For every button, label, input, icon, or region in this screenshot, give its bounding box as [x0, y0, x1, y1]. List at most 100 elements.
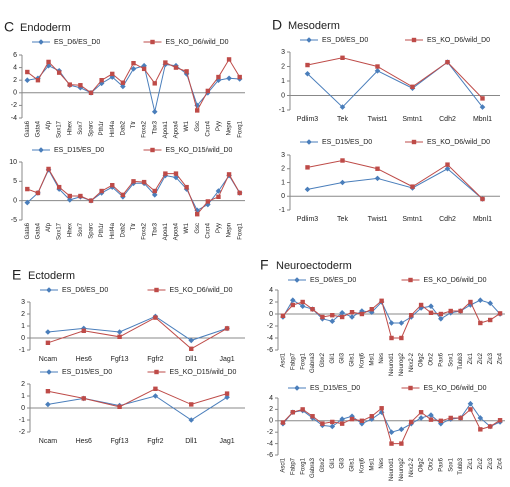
marker — [194, 207, 201, 214]
marker — [67, 82, 72, 87]
marker — [153, 386, 158, 391]
y-tick-label: -2 — [267, 429, 273, 436]
marker — [131, 60, 136, 66]
panel-label: C — [4, 19, 14, 35]
marker — [438, 418, 444, 423]
marker — [487, 317, 493, 323]
marker — [35, 190, 41, 196]
x-tick-label: Wt1 — [184, 120, 190, 131]
x-tick-label: Dab2 — [120, 120, 126, 135]
x-tick-label: Apoa4 — [174, 222, 180, 240]
marker — [497, 311, 503, 316]
x-tick-label: Apoa1 — [163, 120, 169, 138]
marker — [46, 369, 52, 375]
marker — [25, 186, 30, 192]
x-tick-label: Sparc — [89, 121, 95, 137]
y-tick-label: 1 — [281, 179, 285, 186]
x-tick-label: Pth1r — [99, 223, 105, 237]
marker — [389, 335, 394, 341]
marker — [154, 369, 159, 375]
marker — [340, 158, 345, 163]
marker — [81, 328, 86, 333]
marker — [379, 406, 384, 411]
marker — [205, 201, 211, 208]
x-tick-label: Gata6 — [25, 222, 31, 239]
marker — [280, 420, 286, 425]
marker — [130, 66, 137, 72]
marker — [215, 77, 222, 83]
marker — [120, 192, 126, 198]
series-line — [47, 315, 228, 341]
marker — [477, 415, 484, 421]
x-tick-label: Hes6 — [76, 356, 92, 363]
marker — [216, 74, 221, 80]
marker — [195, 212, 200, 217]
y-tick-label: 4 — [269, 395, 273, 402]
legend-label: ES_D15/ES_D0 — [54, 147, 104, 154]
marker — [280, 313, 286, 318]
y-tick-label: 2 — [269, 406, 273, 413]
marker — [66, 197, 73, 203]
marker — [487, 300, 493, 306]
panel-title: Neuroectoderm — [276, 260, 352, 272]
marker — [329, 423, 336, 430]
x-tick-label: Cdh2 — [439, 116, 456, 123]
y-tick-label: 3 — [281, 152, 285, 159]
marker — [467, 400, 474, 407]
marker — [410, 84, 415, 89]
x-tick-label: Gli1 — [330, 352, 336, 363]
x-tick-label: Hnf4a — [110, 222, 116, 239]
marker — [445, 59, 450, 65]
marker — [117, 334, 122, 339]
y-tick-label: -5 — [11, 217, 17, 224]
marker — [216, 194, 221, 199]
x-tick-label: Foxa2 — [142, 222, 148, 239]
marker — [294, 277, 300, 283]
y-tick-label: 1 — [281, 78, 285, 85]
marker — [45, 389, 51, 394]
x-tick-label: Wt1 — [184, 222, 190, 233]
x-tick-label: Pyy — [216, 223, 222, 233]
marker — [290, 410, 296, 415]
series-line — [307, 57, 483, 99]
x-tick-label: Glis1 — [350, 352, 356, 366]
marker — [411, 139, 417, 145]
y-tick-label: 6 — [13, 52, 17, 59]
panel-label: E — [12, 267, 21, 283]
marker — [290, 297, 296, 303]
marker — [38, 39, 44, 45]
x-tick-label: Olig2 — [419, 352, 425, 367]
x-tick-label: Zic3 — [488, 457, 494, 469]
marker — [379, 298, 384, 303]
legend-label: ES_D6/ES_D0 — [322, 37, 368, 44]
x-tick-label: Msi1 — [369, 457, 375, 470]
y-tick-label: 0 — [13, 90, 17, 97]
x-tick-label: Apoa4 — [174, 120, 180, 138]
marker — [445, 162, 450, 167]
panel-label: D — [272, 17, 282, 33]
marker — [237, 74, 242, 80]
panel-title: Mesoderm — [288, 20, 340, 32]
marker — [339, 421, 345, 426]
x-tick-label: Pax6 — [438, 352, 444, 366]
marker — [448, 308, 453, 314]
x-tick-label: Gata6 — [25, 120, 31, 137]
marker — [45, 329, 51, 335]
x-tick-label: Afp — [46, 222, 52, 232]
marker — [299, 303, 306, 309]
marker — [99, 78, 104, 83]
y-tick-label: -2 — [267, 323, 273, 330]
marker — [398, 426, 405, 433]
x-tick-label: Kcnj6 — [359, 352, 365, 368]
marker — [306, 139, 312, 145]
x-tick-label: Zic3 — [488, 352, 494, 364]
y-tick-label: -6 — [267, 347, 273, 354]
x-tick-label: Neurod1 — [389, 352, 395, 376]
marker — [25, 69, 30, 75]
marker — [141, 179, 147, 185]
y-tick-label: -4 — [267, 440, 273, 447]
marker — [184, 184, 189, 190]
marker — [339, 179, 346, 186]
x-tick-label: Neurog2 — [399, 457, 405, 481]
marker — [388, 429, 395, 435]
